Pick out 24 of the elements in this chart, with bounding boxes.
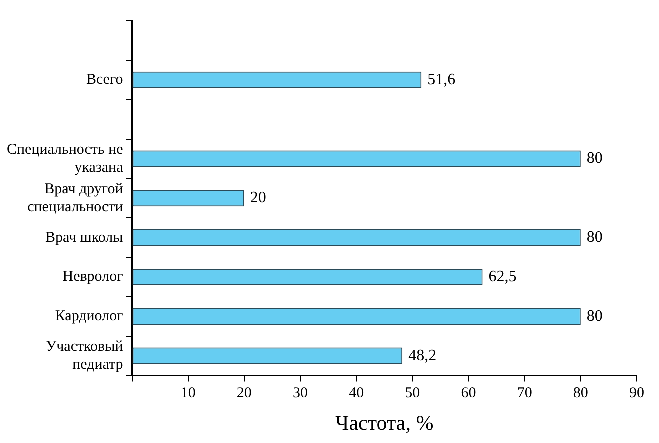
x-tick-label: 70 [517,386,532,402]
x-tick-label: 50 [405,386,420,402]
x-tick-label: 30 [293,386,308,402]
x-tick-label: 40 [349,386,364,402]
x-tick-label: 60 [461,386,476,402]
x-tick-label: 20 [236,386,252,402]
y-tick-label: Участковый педиатр [46,339,124,374]
data-label: 48,2 [408,347,437,364]
x-tick-label: 80 [573,386,588,402]
x-tick-label: 10 [180,386,196,402]
y-tick-label: Невролог [62,269,124,286]
data-label: 80 [586,229,603,246]
data-label: 80 [586,150,603,168]
x-axis-title: Частота, % [336,410,434,435]
data-label: 20 [250,190,266,207]
y-tick-label: Врач школы [45,230,124,246]
data-label: 80 [586,308,603,325]
data-label: 51,6 [428,71,456,88]
y-tick-label: Кардиолог [55,308,124,325]
x-tick-label: 90 [630,386,644,402]
y-tick-label: Врач другой специальности [28,181,124,216]
y-tick-label: Всего [86,72,124,88]
y-tick-label: Специальность не указана [7,142,124,176]
data-label: 62,5 [488,268,517,286]
